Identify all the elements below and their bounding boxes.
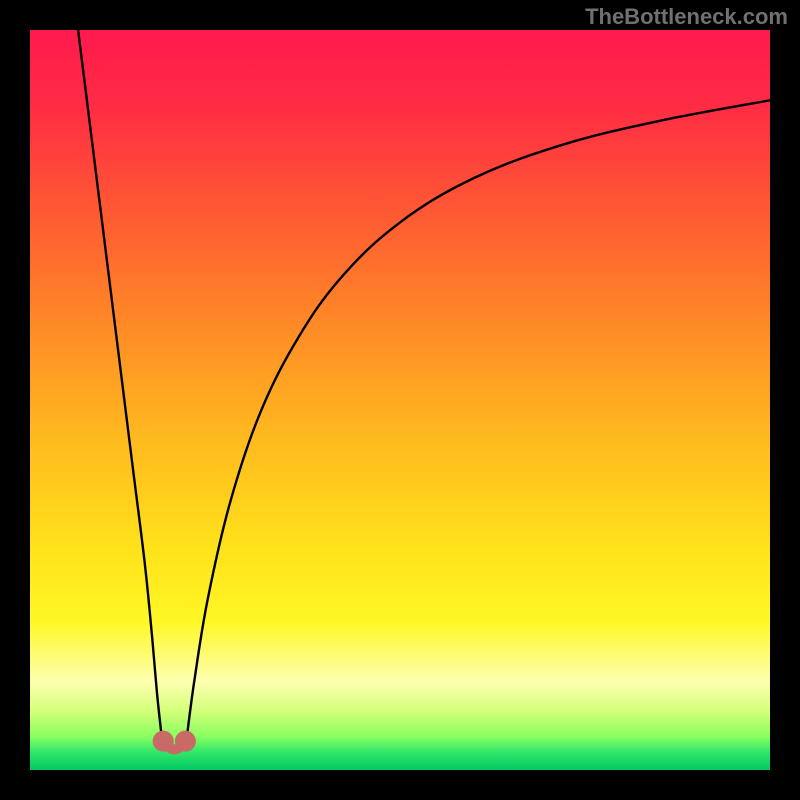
gradient-background (30, 30, 770, 770)
valley-marker-right (175, 731, 195, 751)
watermark-text: TheBottleneck.com (585, 4, 788, 30)
chart-svg (30, 30, 770, 770)
valley-marker-left (153, 731, 173, 751)
chart-area (30, 30, 770, 770)
figure-container: TheBottleneck.com (0, 0, 800, 800)
